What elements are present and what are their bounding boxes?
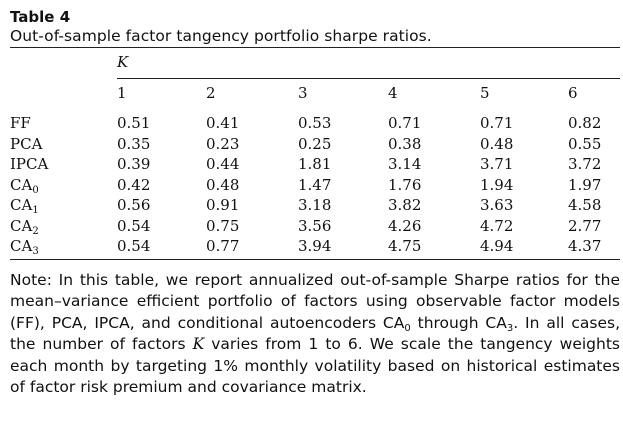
table-row: CA1 0.56 0.91 3.18 3.82 3.63 4.58 — [10, 195, 620, 216]
table-cell: 0.41 — [206, 114, 240, 132]
table-cell: 4.75 — [388, 237, 422, 255]
row-label: PCA — [10, 134, 117, 155]
row-label: CA3 — [10, 236, 117, 259]
row-label: IPCA — [10, 154, 117, 175]
table-body: FF 0.51 0.41 0.53 0.71 0.71 0.82 PCA 0.35 0.23 0.2… — [10, 107, 620, 259]
table-cell: 4.26 — [388, 216, 422, 235]
bottom-rule — [10, 258, 620, 260]
table-cell: 0.51 — [117, 114, 151, 132]
model-name: CA — [10, 237, 33, 255]
note-k-symbol: K — [192, 335, 205, 353]
table-cell: 0.25 — [298, 134, 332, 153]
row-label: CA1 — [10, 195, 117, 216]
note-sub-2: 3 — [506, 322, 514, 334]
table-row: CA2 0.54 0.75 3.56 4.26 4.72 2.77 — [10, 216, 620, 237]
table-cell: 0.91 — [206, 196, 240, 214]
note-text-1: Note: In this table, we report annualize… — [10, 270, 620, 332]
table-cell: 0.71 — [480, 114, 514, 132]
table-cell: 3.82 — [388, 196, 422, 214]
model-name: PCA — [10, 134, 43, 153]
row-label: FF — [10, 107, 117, 134]
table-cell: 0.71 — [388, 114, 422, 132]
table-cell: 3.94 — [298, 237, 332, 255]
table-note: Note: In this table, we report annualize… — [10, 270, 620, 399]
column-header-k1: 1 — [117, 84, 127, 102]
table-cell: 3.56 — [298, 216, 332, 235]
model-name: CA — [10, 175, 33, 194]
note-text-4: varies from 1 to 6. We scale the tangenc… — [10, 335, 620, 396]
row-label: CA2 — [10, 216, 117, 237]
table-cell: 0.56 — [117, 196, 151, 214]
column-header-k3: 3 — [298, 84, 308, 102]
table-cell: 0.54 — [117, 216, 151, 235]
table-cell: 0.55 — [568, 134, 602, 153]
sharpe-ratio-table: K 1 2 3 4 5 6 FF 0.51 0.41 0.53 0.71 0.71 0.82 PCA 0.… — [10, 48, 621, 259]
table-cell: 1.97 — [568, 175, 602, 194]
table-cell: 0.42 — [117, 175, 151, 194]
model-name: FF — [10, 114, 31, 132]
note-text-3: . In all cases, the number of factors — [10, 313, 620, 354]
k-header: K — [117, 48, 621, 79]
table-cell: 1.76 — [388, 175, 422, 194]
model-subscript: 0 — [32, 184, 39, 196]
table-cell: 3.18 — [298, 196, 332, 214]
table-row: CA0 0.42 0.48 1.47 1.76 1.94 1.97 — [10, 175, 620, 196]
model-subscript: 1 — [32, 205, 39, 216]
table-label: Table 4 — [10, 8, 71, 26]
table-cell: 0.82 — [568, 114, 602, 132]
k-header-spacer — [10, 48, 117, 79]
table-row: FF 0.51 0.41 0.53 0.71 0.71 0.82 — [10, 107, 620, 134]
table-cell: 0.39 — [117, 155, 151, 173]
table-cell: 1.94 — [480, 175, 514, 194]
column-header-k6: 6 — [568, 84, 578, 102]
table-cell: 0.48 — [480, 134, 514, 153]
table-cell: 3.14 — [388, 155, 422, 173]
table-cell: 3.72 — [568, 155, 602, 173]
table-cell: 0.48 — [206, 175, 240, 194]
table-row: PCA 0.35 0.23 0.25 0.38 0.48 0.55 — [10, 134, 620, 155]
column-header-spacer — [10, 79, 117, 108]
column-header-k4: 4 — [388, 84, 398, 102]
table-row: CA3 0.54 0.77 3.94 4.75 4.94 4.37 — [10, 236, 620, 259]
table-cell: 0.54 — [117, 237, 151, 255]
table-cell: 2.77 — [568, 216, 602, 235]
model-name: CA — [10, 196, 33, 214]
table-cell: 0.23 — [206, 134, 240, 153]
table-cell: 4.94 — [480, 237, 514, 255]
column-header-k5: 5 — [480, 84, 490, 102]
table-cell: 0.75 — [206, 216, 240, 235]
note-sub-1: 0 — [404, 322, 411, 334]
table-cell: 0.38 — [388, 134, 422, 153]
table-caption: Out-of-sample factor tangency portfolio … — [10, 27, 432, 45]
k-header-row: K — [10, 48, 621, 79]
table-row: IPCA 0.39 0.44 1.81 3.14 3.71 3.72 — [10, 154, 620, 175]
table-cell: 0.44 — [206, 155, 240, 173]
table-cell: 0.35 — [117, 134, 151, 153]
table-cell: 0.77 — [206, 237, 240, 255]
top-rule — [10, 47, 620, 48]
model-subscript: 3 — [32, 246, 39, 257]
column-header-k2: 2 — [206, 84, 216, 102]
model-name: IPCA — [10, 155, 49, 173]
table-cell: 3.71 — [480, 155, 514, 173]
table-container: Table 4 Out-of-sample factor tangency po… — [10, 8, 621, 399]
table-cell: 4.37 — [568, 237, 602, 255]
table-cell: 4.58 — [568, 196, 602, 214]
model-subscript: 2 — [32, 225, 39, 237]
table-cell: 4.72 — [480, 216, 514, 235]
table-cell: 0.53 — [298, 114, 332, 132]
note-text-2: through CA — [410, 313, 507, 332]
column-header-row: 1 2 3 4 5 6 — [10, 79, 620, 108]
model-name: CA — [10, 216, 33, 235]
row-label: CA0 — [10, 175, 117, 196]
table-cell: 1.81 — [298, 155, 332, 173]
table-cell: 3.63 — [480, 196, 514, 214]
table-cell: 1.47 — [298, 175, 332, 194]
